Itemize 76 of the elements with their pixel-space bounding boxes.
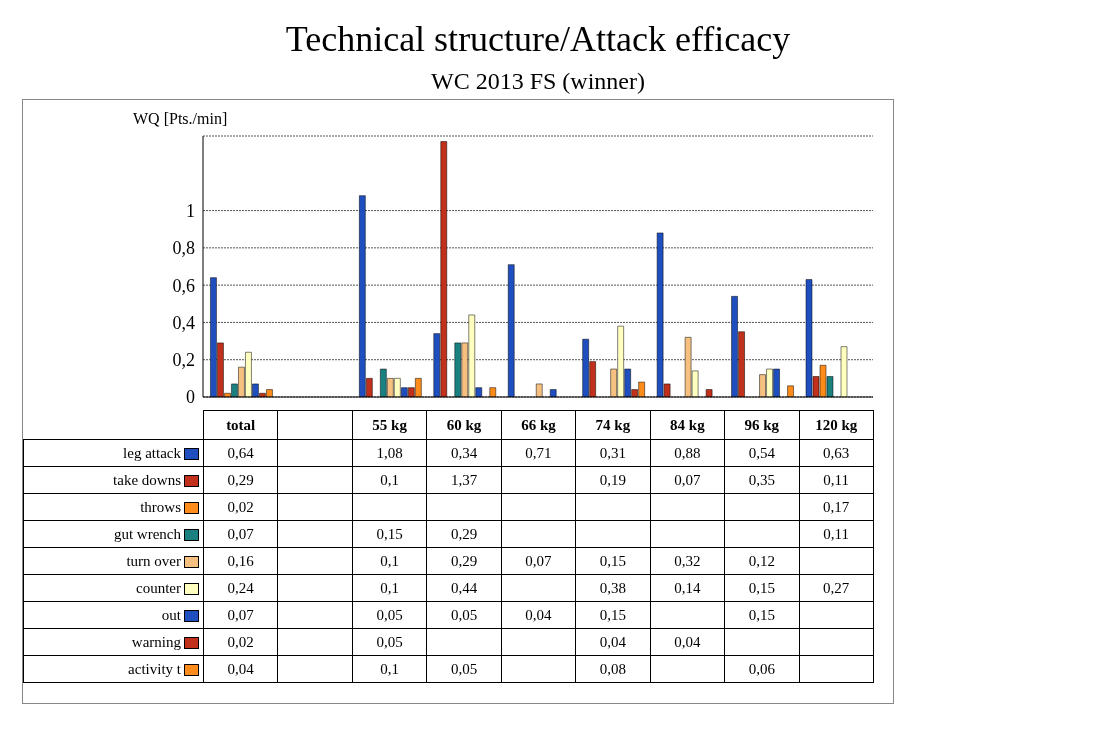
x-tick-label: 55 kg xyxy=(352,410,427,440)
data-label: 0,15 xyxy=(575,547,651,575)
data-label: 0,71 xyxy=(501,439,576,467)
data-label: 0,64 xyxy=(203,439,278,467)
data-label: 0,27 xyxy=(799,574,874,602)
data-label: 0,38 xyxy=(575,574,651,602)
chart-title: Technical structure/Attack efficacy xyxy=(284,18,792,60)
y-tick-label: 0,8 xyxy=(172,238,195,259)
legend-label: turn over xyxy=(23,547,204,575)
legend-label: activity t xyxy=(23,655,204,683)
legend-label: throws xyxy=(23,493,204,521)
data-label: 0,07 xyxy=(501,547,576,575)
data-label: 0,05 xyxy=(352,628,427,656)
data-label: 0,06 xyxy=(724,655,799,683)
data-label: 0,11 xyxy=(799,520,874,548)
data-label: 0,1 xyxy=(352,655,427,683)
data-label: 0,08 xyxy=(575,655,651,683)
legend-label: out xyxy=(23,601,204,629)
data-label: 0,02 xyxy=(203,628,278,656)
data-label: 0,35 xyxy=(724,466,799,494)
data-label: 0,07 xyxy=(203,601,278,629)
data-label: 0,15 xyxy=(724,601,799,629)
x-tick-label: total xyxy=(203,410,278,440)
y-tick-label: 0,6 xyxy=(172,275,195,296)
data-label: 0,1 xyxy=(352,466,427,494)
data-label: 0,11 xyxy=(799,466,874,494)
data-label: 0,17 xyxy=(799,493,874,521)
y-tick-label: 0,4 xyxy=(172,312,195,333)
data-label: 0,15 xyxy=(352,520,427,548)
data-label: 0,04 xyxy=(650,628,725,656)
data-label: 0,44 xyxy=(426,574,502,602)
data-label: 0,88 xyxy=(650,439,725,467)
data-label: 0,04 xyxy=(575,628,651,656)
data-label: 0,15 xyxy=(575,601,651,629)
data-label: 0,29 xyxy=(426,547,502,575)
x-tick-label: 74 kg xyxy=(575,410,651,440)
data-label: 0,07 xyxy=(650,466,725,494)
data-label: 0,14 xyxy=(650,574,725,602)
data-label: 0,05 xyxy=(426,601,502,629)
legend-label: take downs xyxy=(23,466,204,494)
y-tick-label: 0 xyxy=(186,387,195,408)
data-label: 0,1 xyxy=(352,574,427,602)
data-label: 0,32 xyxy=(650,547,725,575)
x-tick-label: 96 kg xyxy=(724,410,799,440)
data-label: 0,02 xyxy=(203,493,278,521)
data-label: 0,15 xyxy=(724,574,799,602)
data-label: 0,54 xyxy=(724,439,799,467)
data-label: 0,19 xyxy=(575,466,651,494)
data-label: 0,34 xyxy=(426,439,502,467)
data-label: 0,05 xyxy=(352,601,427,629)
legend-label: gut wrench xyxy=(23,520,204,548)
data-label: 0,29 xyxy=(426,520,502,548)
data-label: 0,63 xyxy=(799,439,874,467)
legend-label: counter xyxy=(23,574,204,602)
data-label: 0,29 xyxy=(203,466,278,494)
data-label: 0,07 xyxy=(203,520,278,548)
data-label: 0,04 xyxy=(203,655,278,683)
data-label: 0,31 xyxy=(575,439,651,467)
chart-subtitle: WC 2013 FS (winner) xyxy=(430,68,646,95)
data-label: 0,12 xyxy=(724,547,799,575)
data-label: 0,04 xyxy=(501,601,576,629)
data-label: 0,24 xyxy=(203,574,278,602)
legend-label: leg attack xyxy=(23,439,204,467)
data-label: 0,1 xyxy=(352,547,427,575)
x-tick-label: 60 kg xyxy=(426,410,502,440)
y-tick-label: 1 xyxy=(186,200,195,221)
data-label: 0,05 xyxy=(426,655,502,683)
data-label: 0,16 xyxy=(203,547,278,575)
x-tick-label: 66 kg xyxy=(501,410,576,440)
y-tick-label: 0,2 xyxy=(172,350,195,371)
y-axis-title: WQ [Pts./min] xyxy=(133,110,228,128)
data-label: 1,37 xyxy=(426,466,502,494)
x-tick-label: 84 kg xyxy=(650,410,725,440)
x-tick-label: 120 kg xyxy=(799,410,874,440)
data-label: 1,08 xyxy=(352,439,427,467)
legend-label: warning xyxy=(23,628,204,656)
